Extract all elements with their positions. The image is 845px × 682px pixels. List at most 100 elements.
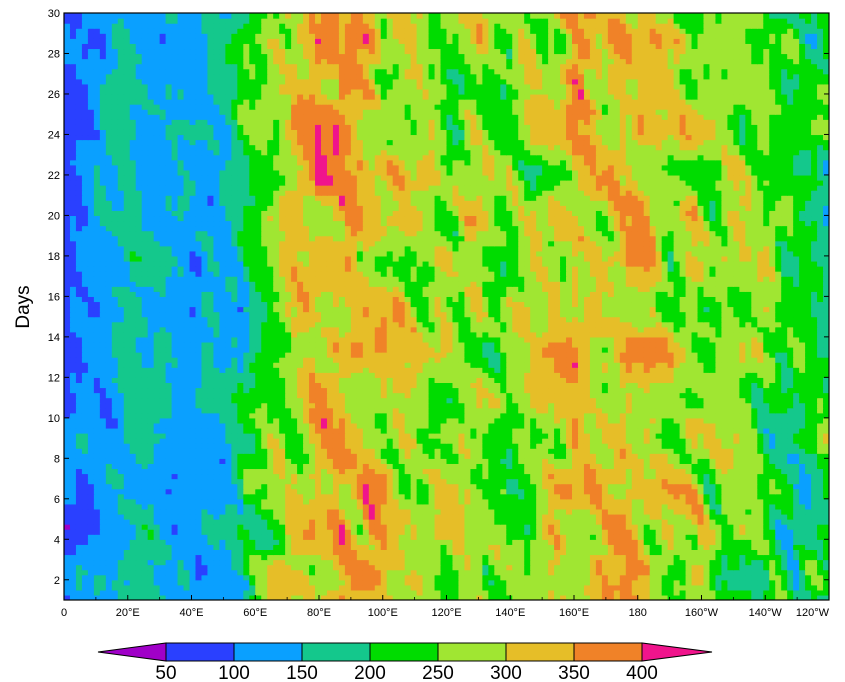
field-cell [793, 544, 800, 550]
field-cell [673, 503, 681, 510]
field-cell [153, 453, 161, 459]
field-cell [655, 534, 663, 540]
field-cell [440, 544, 448, 550]
field-cell [452, 579, 460, 586]
field-cell [309, 559, 316, 566]
field-cell [560, 549, 567, 556]
field-cell [81, 549, 89, 556]
field-cell [494, 407, 501, 414]
field-cell [458, 498, 466, 505]
field-cell [817, 412, 824, 419]
field-cell [171, 417, 179, 424]
field-cell [799, 488, 806, 495]
field-cell [631, 427, 639, 434]
field-cell [817, 498, 824, 505]
field-cell [763, 564, 770, 571]
field-cell [703, 579, 711, 586]
field-cell [255, 513, 262, 520]
field-cell [787, 519, 794, 525]
field-cell [661, 503, 669, 510]
field-cell [757, 483, 764, 490]
field-cell [338, 483, 346, 490]
field-cell [356, 438, 364, 444]
field-cell [440, 438, 448, 444]
field-cell [105, 594, 113, 600]
field-cell [757, 412, 764, 419]
field-cell [817, 483, 824, 490]
field-cell [482, 422, 489, 429]
field-cell [416, 513, 424, 520]
field-cell [697, 468, 705, 475]
field-cell [595, 594, 603, 600]
field-cell [297, 589, 304, 596]
field-cell [542, 569, 549, 576]
field-cell [649, 473, 657, 480]
field-cell [111, 448, 119, 454]
field-cell [279, 422, 286, 429]
field-cell [87, 443, 95, 449]
field-cell [320, 493, 328, 500]
field-cell [518, 569, 525, 576]
field-cell [536, 478, 543, 485]
field-cell [219, 549, 226, 556]
field-cell [75, 438, 83, 444]
field-cell [422, 584, 430, 591]
field-cell [81, 554, 89, 561]
field-cell [817, 402, 824, 409]
field-cell [536, 549, 543, 556]
field-cell [81, 468, 89, 475]
field-cell [255, 473, 262, 480]
field-cell [332, 559, 340, 566]
field-cell [267, 498, 274, 505]
field-cell [273, 478, 280, 485]
field-cell [279, 564, 286, 571]
field-cell [297, 524, 304, 530]
field-cell [159, 529, 167, 535]
field-cell [679, 478, 687, 485]
field-cell [111, 508, 119, 515]
field-cell [554, 463, 561, 470]
field-cell [332, 488, 340, 495]
field-cell [715, 579, 723, 586]
field-cell [572, 427, 579, 434]
field-cell [213, 529, 220, 535]
field-cell [404, 559, 412, 566]
field-cell [249, 493, 256, 500]
field-cell [129, 453, 137, 459]
field-cell [183, 412, 191, 419]
field-cell [595, 554, 603, 561]
field-cell [189, 427, 197, 434]
field-cell [87, 397, 95, 404]
field-cell [787, 443, 794, 449]
field-cell [398, 468, 406, 475]
field-cell [589, 433, 597, 439]
field-cell [577, 412, 585, 419]
field-cell [69, 443, 77, 449]
field-cell [733, 463, 740, 470]
field-cell [613, 544, 621, 550]
field-cell [267, 549, 274, 556]
field-cell [153, 508, 161, 515]
field-cell [721, 519, 728, 525]
field-cell [153, 433, 161, 439]
field-cell [494, 589, 501, 596]
field-cell [524, 402, 531, 409]
field-cell [368, 478, 376, 485]
field-cell [195, 458, 203, 464]
field-cell [530, 579, 537, 586]
field-cell [470, 438, 477, 444]
field-cell [332, 594, 340, 600]
field-cell [643, 534, 651, 540]
field-cell [799, 412, 806, 419]
field-cell [530, 427, 537, 434]
field-cell [291, 589, 298, 596]
field-cell [105, 458, 113, 464]
field-cell [93, 559, 101, 566]
field-cell [64, 483, 71, 490]
field-cell [273, 544, 280, 550]
field-cell [524, 564, 531, 571]
field-cell [476, 589, 483, 596]
field-cell [595, 544, 603, 550]
field-cell [691, 554, 699, 561]
field-cell [243, 433, 250, 439]
